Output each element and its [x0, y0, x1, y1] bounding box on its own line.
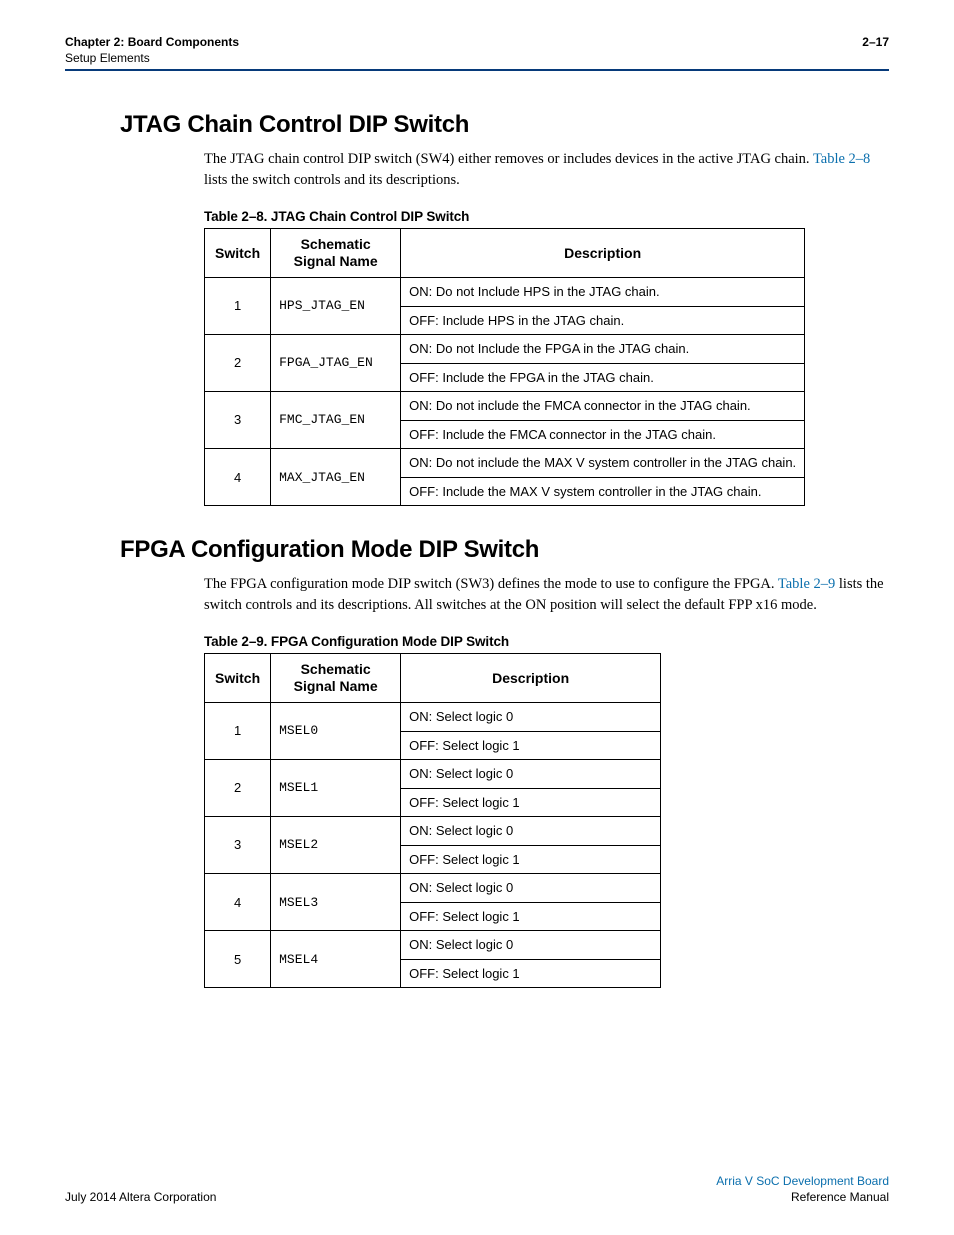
cell-switch: 4: [205, 449, 271, 506]
page-footer: July 2014 Altera Corporation Arria V SoC…: [65, 1173, 889, 1205]
page-number: 2–17: [862, 34, 889, 50]
cell-desc-off: OFF: Include the MAX V system controller…: [401, 477, 805, 506]
footer-doc-subtitle: Reference Manual: [716, 1189, 889, 1205]
cell-signal: MSEL3: [271, 874, 401, 931]
table-row: 3 MSEL2 ON: Select logic 0: [205, 817, 661, 846]
table-row: 3 FMC_JTAG_EN ON: Do not include the FMC…: [205, 392, 805, 421]
cell-desc-off: OFF: Select logic 1: [401, 788, 661, 817]
th-signal: Schematic Signal Name: [271, 229, 401, 278]
th-signal: Schematic Signal Name: [271, 654, 401, 703]
cell-desc-off: OFF: Select logic 1: [401, 959, 661, 988]
cell-desc-off: OFF: Select logic 1: [401, 845, 661, 874]
cell-switch: 3: [205, 392, 271, 449]
cell-switch: 5: [205, 931, 271, 988]
cell-desc-on: ON: Select logic 0: [401, 703, 661, 732]
cell-desc-on: ON: Select logic 0: [401, 760, 661, 789]
cell-signal: FPGA_JTAG_EN: [271, 335, 401, 392]
cell-signal: MAX_JTAG_EN: [271, 449, 401, 506]
section-paragraph-jtag: The JTAG chain control DIP switch (SW4) …: [120, 149, 889, 191]
table-row: 2 FPGA_JTAG_EN ON: Do not Include the FP…: [205, 335, 805, 364]
cell-desc-on: ON: Do not include the FMCA connector in…: [401, 392, 805, 421]
cell-desc-on: ON: Do not Include HPS in the JTAG chain…: [401, 278, 805, 307]
cell-desc-off: OFF: Select logic 1: [401, 902, 661, 931]
cell-switch: 1: [205, 278, 271, 335]
table-caption-fpga: Table 2–9. FPGA Configuration Mode DIP S…: [204, 634, 889, 649]
cell-signal: MSEL0: [271, 703, 401, 760]
cell-signal: MSEL1: [271, 760, 401, 817]
section-paragraph-fpga: The FPGA configuration mode DIP switch (…: [120, 574, 889, 616]
table-ref-link[interactable]: Table 2–9: [778, 576, 835, 592]
th-switch: Switch: [205, 229, 271, 278]
footer-right: Arria V SoC Development Board Reference …: [716, 1173, 889, 1205]
cell-desc-on: ON: Select logic 0: [401, 931, 661, 960]
cell-signal: MSEL4: [271, 931, 401, 988]
cell-switch: 2: [205, 335, 271, 392]
cell-signal: MSEL2: [271, 817, 401, 874]
cell-desc-off: OFF: Select logic 1: [401, 731, 661, 760]
cell-switch: 2: [205, 760, 271, 817]
content-area: JTAG Chain Control DIP Switch The JTAG c…: [65, 111, 889, 988]
table-row: 1 MSEL0 ON: Select logic 0: [205, 703, 661, 732]
table-ref-link[interactable]: Table 2–8: [813, 151, 870, 167]
cell-signal: FMC_JTAG_EN: [271, 392, 401, 449]
para-text: The JTAG chain control DIP switch (SW4) …: [204, 151, 813, 167]
cell-desc-off: OFF: Include HPS in the JTAG chain.: [401, 306, 805, 335]
cell-desc-on: ON: Select logic 0: [401, 817, 661, 846]
cell-desc-on: ON: Do not Include the FPGA in the JTAG …: [401, 335, 805, 364]
table-fpga: Switch Schematic Signal Name Description…: [204, 653, 661, 988]
table-row: 1 HPS_JTAG_EN ON: Do not Include HPS in …: [205, 278, 805, 307]
th-description: Description: [401, 654, 661, 703]
table-row: 4 MAX_JTAG_EN ON: Do not include the MAX…: [205, 449, 805, 478]
table-caption-jtag: Table 2–8. JTAG Chain Control DIP Switch: [204, 209, 889, 224]
cell-desc-off: OFF: Include the FPGA in the JTAG chain.: [401, 363, 805, 392]
footer-doc-title[interactable]: Arria V SoC Development Board: [716, 1173, 889, 1189]
th-description: Description: [401, 229, 805, 278]
footer-left: July 2014 Altera Corporation: [65, 1189, 216, 1205]
page-header: Chapter 2: Board Components Setup Elemen…: [65, 34, 889, 66]
table-row: 2 MSEL1 ON: Select logic 0: [205, 760, 661, 789]
para-text: The FPGA configuration mode DIP switch (…: [204, 576, 778, 592]
cell-signal: HPS_JTAG_EN: [271, 278, 401, 335]
cell-desc-off: OFF: Include the FMCA connector in the J…: [401, 420, 805, 449]
para-text: lists the switch controls and its descri…: [204, 172, 460, 188]
header-left: Chapter 2: Board Components Setup Elemen…: [65, 34, 239, 66]
section-heading-jtag: JTAG Chain Control DIP Switch: [120, 111, 889, 139]
cell-switch: 3: [205, 817, 271, 874]
th-switch: Switch: [205, 654, 271, 703]
header-rule: [65, 69, 889, 71]
table-row: 4 MSEL3 ON: Select logic 0: [205, 874, 661, 903]
cell-desc-on: ON: Do not include the MAX V system cont…: [401, 449, 805, 478]
cell-switch: 1: [205, 703, 271, 760]
chapter-title: Board Components: [128, 35, 239, 49]
cell-switch: 4: [205, 874, 271, 931]
table-jtag: Switch Schematic Signal Name Description…: [204, 228, 805, 506]
section-heading-fpga: FPGA Configuration Mode DIP Switch: [120, 536, 889, 564]
header-subsection: Setup Elements: [65, 50, 239, 66]
chapter-label: Chapter 2:: [65, 35, 124, 49]
table-row: 5 MSEL4 ON: Select logic 0: [205, 931, 661, 960]
cell-desc-on: ON: Select logic 0: [401, 874, 661, 903]
